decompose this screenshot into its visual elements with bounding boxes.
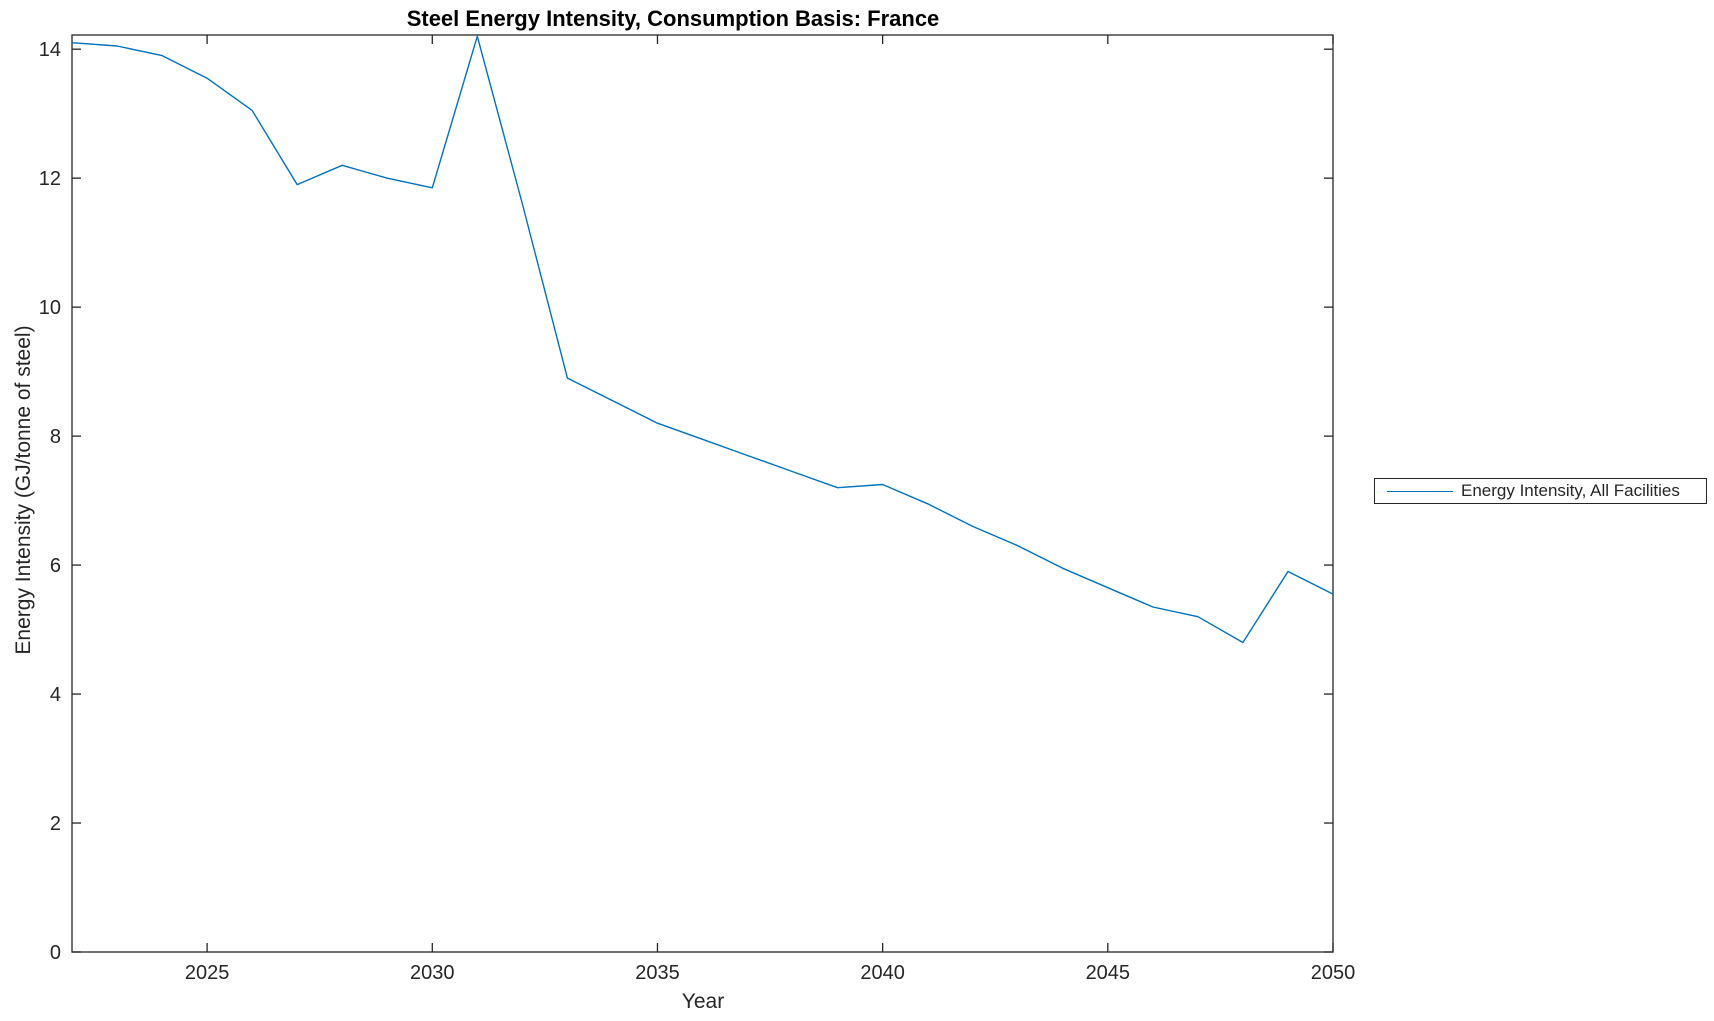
y-tick-label: 4 [50, 684, 61, 706]
y-tick-label: 14 [39, 39, 61, 61]
x-axis-label: Year [681, 990, 725, 1013]
chart-title: Steel Energy Intensity, Consumption Basi… [406, 6, 940, 31]
legend-line-sample-icon [1387, 490, 1453, 492]
y-tick-label: 0 [50, 942, 61, 964]
data-line-energy-intensity [71, 35, 1334, 644]
y-axis-label: Energy Intensity (GJ/tonne of steel) [12, 325, 35, 655]
axis-box [71, 34, 1334, 953]
x-tick-label: 2030 [410, 962, 455, 984]
legend-label: Energy Intensity, All Facilities [1461, 481, 1680, 500]
y-tick-label: 6 [50, 555, 61, 577]
y-tick-label: 10 [39, 297, 61, 319]
x-tick-label: 2045 [1086, 962, 1131, 984]
y-tick-label: 12 [39, 168, 61, 190]
x-tick-label: 2035 [635, 962, 680, 984]
x-tick-label: 2050 [1311, 962, 1356, 984]
legend: Energy Intensity, All Facilities [1374, 478, 1707, 504]
y-tick-label: 8 [50, 426, 61, 448]
x-tick-label: 2040 [860, 962, 905, 984]
y-tick-label: 2 [50, 813, 61, 835]
x-tick-label: 2025 [185, 962, 230, 984]
